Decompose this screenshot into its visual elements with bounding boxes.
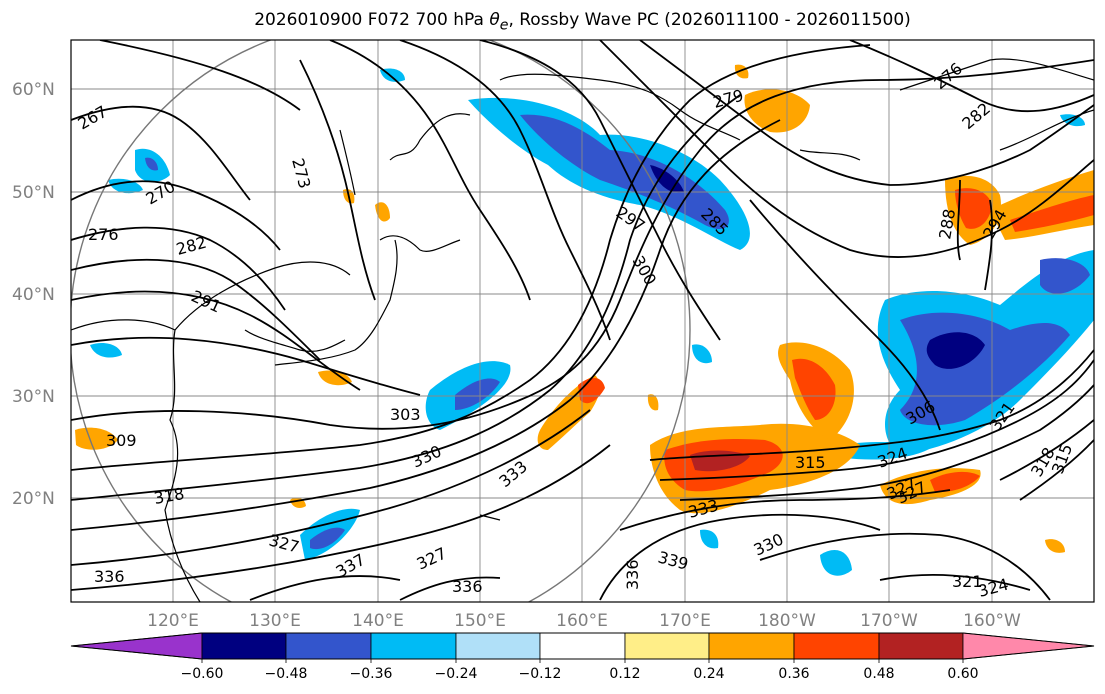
contour-label: 315 — [795, 453, 826, 472]
shaded-anomalies — [75, 64, 1094, 576]
colorbar-segment — [708, 632, 795, 660]
colorbar-segment — [455, 632, 541, 660]
colorbar-tick-label: −0.24 — [435, 666, 478, 682]
map-area: 267 270 276 282 291 273 303 309 318 327 … — [71, 40, 1094, 602]
lon-label: 160°W — [963, 611, 1021, 631]
colorbar-tick-label: 0.36 — [778, 666, 809, 682]
colorbar-tick-label: 0.48 — [863, 666, 894, 682]
lat-label: 20°N — [12, 489, 55, 509]
colorbar-tick-label: −0.36 — [350, 666, 393, 682]
colorbar-tick-label: 0.24 — [693, 666, 724, 682]
colorbar: −0.60 −0.48 −0.36 −0.24 −0.12 0.12 0.24 … — [70, 632, 1095, 682]
colorbar-segment — [539, 632, 626, 660]
lat-label: 40°N — [12, 285, 55, 305]
longitude-labels: 120°E 130°E 140°E 150°E 160°E 170°E 180°… — [147, 611, 1021, 631]
lon-label: 130°E — [249, 611, 301, 631]
map-title: 2026010900 F072 700 hPa θe, Rossby Wave … — [254, 10, 911, 34]
lon-label: 170°E — [659, 611, 711, 631]
contour-label: 309 — [106, 431, 137, 450]
lat-label: 30°N — [12, 387, 55, 407]
colorbar-segment — [793, 632, 880, 660]
contour-label: 336 — [452, 577, 483, 596]
colorbar-tick-label: −0.12 — [519, 666, 562, 682]
contour-label: 336 — [623, 559, 642, 590]
reference-circle — [71, 40, 691, 602]
colorbar-segment — [962, 632, 1095, 660]
colorbar-segment — [70, 632, 203, 660]
lat-label: 50°N — [12, 183, 55, 203]
lon-label: 180°W — [758, 611, 816, 631]
theta-e-contours — [71, 40, 1094, 601]
colorbar-tick-label: 0.60 — [947, 666, 978, 682]
colorbar-segment — [370, 632, 457, 660]
contour-label: 303 — [390, 405, 421, 424]
colorbar-segment — [878, 632, 964, 660]
lon-label: 140°E — [352, 611, 404, 631]
map-frame — [70, 39, 1095, 603]
colorbar-tick-label: −0.48 — [265, 666, 308, 682]
latitude-labels: 60°N 50°N 40°N 30°N 20°N — [12, 80, 55, 509]
lon-label: 150°E — [454, 611, 506, 631]
contour-label: 336 — [94, 567, 125, 586]
colorbar-tick-label: 0.12 — [609, 666, 640, 682]
lon-label: 170°W — [860, 611, 918, 631]
colorbar-segment — [201, 632, 287, 660]
colorbar-segment — [624, 632, 710, 660]
contour-label: 276 — [88, 225, 119, 244]
colorbar-segment — [285, 632, 372, 660]
lon-label: 120°E — [147, 611, 199, 631]
lat-label: 60°N — [12, 80, 55, 100]
contour-label: 321 — [952, 572, 983, 591]
colorbar-tick-label: −0.60 — [181, 666, 224, 682]
lon-label: 160°E — [556, 611, 608, 631]
